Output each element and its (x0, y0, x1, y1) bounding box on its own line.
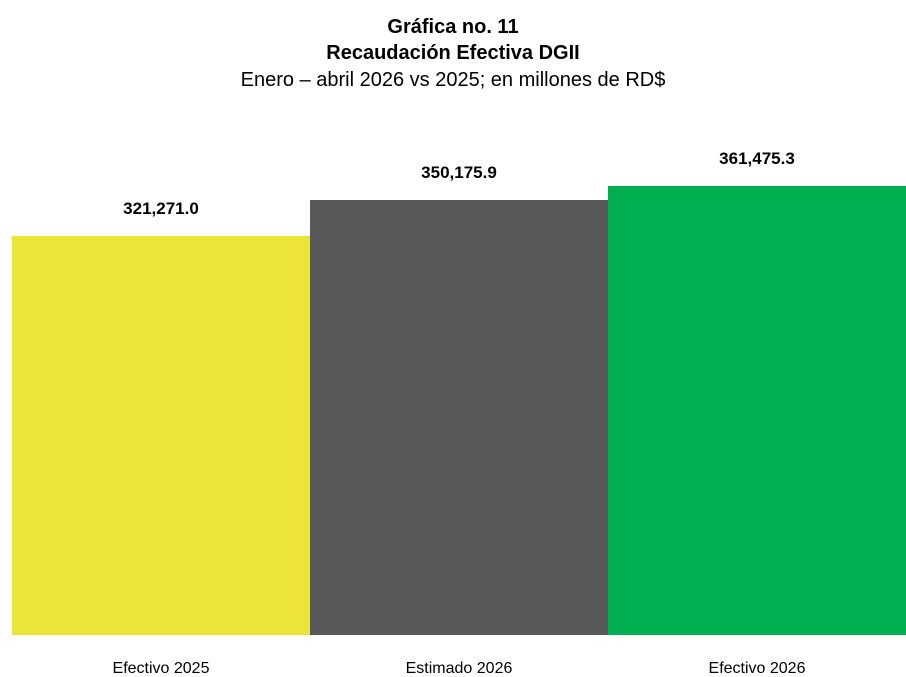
category-label-1: Efectivo 2025 (113, 660, 210, 677)
value-label-1: 321,271.0 (123, 199, 199, 218)
chart-title-line-2: Recaudación Efectiva DGII (326, 42, 580, 64)
value-label-3: 361,475.3 (719, 149, 795, 168)
bar-3 (608, 186, 906, 635)
bar-2 (310, 200, 609, 635)
value-label-2: 350,175.9 (421, 163, 497, 182)
chart-subtitle: Enero – abril 2026 vs 2025; en millones … (240, 69, 666, 91)
chart-header: Gráfica no. 11 Recaudación Efectiva DGII… (0, 14, 906, 94)
chart-title-line-1: Gráfica no. 11 (387, 16, 519, 38)
category-label-2: Estimado 2026 (406, 660, 513, 677)
bar-1 (12, 235, 311, 635)
category-label-3: Efectivo 2026 (709, 660, 806, 677)
